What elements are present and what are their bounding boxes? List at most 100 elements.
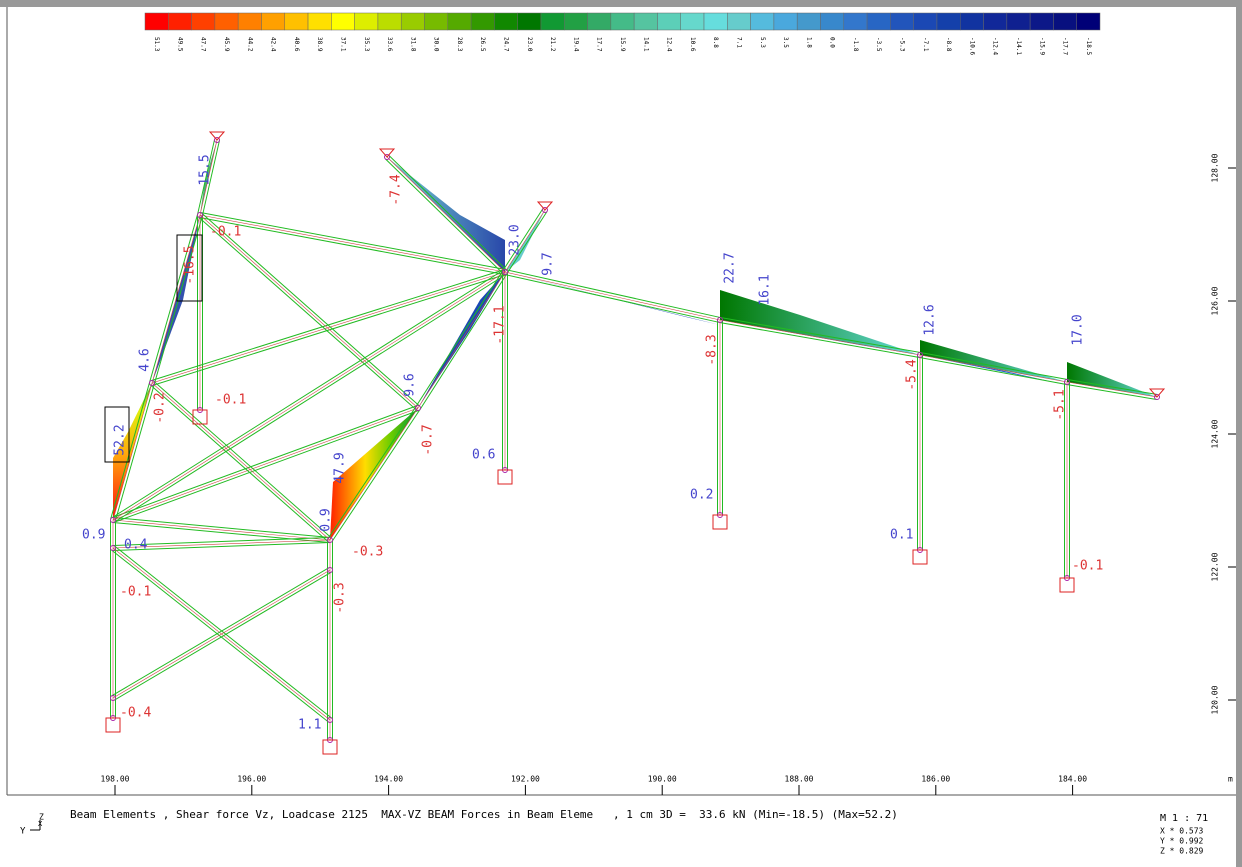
legend-cell — [681, 13, 704, 30]
legend-label: 14.1 — [642, 37, 649, 52]
legend-label: 49.5 — [176, 37, 183, 52]
x-tick-label: 196.00 — [237, 775, 266, 784]
result-label: 4.6 — [138, 348, 153, 371]
legend-cell — [1077, 13, 1100, 30]
result-label: 0.2 — [690, 488, 713, 503]
result-label: -0.3 — [352, 545, 383, 560]
legend-cell — [588, 13, 611, 30]
legend-cell — [448, 13, 471, 30]
legend-label: 31.8 — [409, 37, 416, 52]
legend-label: 38.9 — [316, 37, 323, 52]
legend-label: -12.4 — [992, 37, 999, 55]
legend-cell — [331, 13, 354, 30]
legend-label: 8.8 — [712, 37, 719, 48]
legend-cell — [1007, 13, 1030, 30]
legend-cell — [914, 13, 937, 30]
legend-cell — [634, 13, 657, 30]
legend-cell — [355, 13, 378, 30]
legend-cell — [285, 13, 308, 30]
legend-cell — [890, 13, 913, 30]
result-label: 0.6 — [472, 448, 495, 463]
legend-cell — [774, 13, 797, 30]
legend-label: -1.8 — [852, 37, 859, 52]
result-label: -5.4 — [905, 359, 920, 390]
legend-label: 45.9 — [223, 37, 230, 52]
legend-cell — [238, 13, 261, 30]
legend-label: -3.5 — [875, 37, 882, 52]
y-tick-label: 128.00 — [1211, 153, 1220, 182]
x-tick-label: 194.00 — [374, 775, 403, 784]
legend-cell — [401, 13, 424, 30]
legend-cell — [1053, 13, 1076, 30]
legend-label: 26.5 — [479, 37, 486, 52]
y-tick-label: 120.00 — [1211, 685, 1220, 714]
legend-label: -8.8 — [945, 37, 952, 52]
result-label: -0.7 — [421, 424, 436, 455]
legend-cell — [471, 13, 494, 30]
legend-label: 3.5 — [782, 37, 789, 48]
legend-label: 51.3 — [153, 37, 160, 52]
unit: m — [1228, 775, 1233, 784]
result-label: -0.1 — [120, 585, 151, 600]
y-tick-label: 122.00 — [1211, 552, 1220, 581]
legend-label: 35.3 — [363, 37, 370, 52]
y-tick-label: 126.00 — [1211, 286, 1220, 315]
x-tick-label: 190.00 — [648, 775, 677, 784]
legend-label: 44.2 — [246, 37, 253, 52]
legend-cell — [984, 13, 1007, 30]
legend-label: 15.9 — [619, 37, 626, 52]
legend-label: -14.1 — [1015, 37, 1022, 55]
result-label: 22.7 — [723, 252, 738, 283]
legend-cell — [215, 13, 238, 30]
legend-label: 7.1 — [735, 37, 742, 48]
result-label: 15.5 — [198, 154, 213, 185]
top-border — [0, 0, 1242, 7]
legend-cell — [1030, 13, 1053, 30]
legend-label: 23.0 — [526, 37, 533, 52]
x-tick-label: 184.00 — [1058, 775, 1087, 784]
legend-label: 10.6 — [689, 37, 696, 52]
result-label: -0.2 — [153, 392, 168, 423]
legend-label: 30.0 — [433, 37, 440, 52]
legend-cell — [261, 13, 284, 30]
legend-cell — [867, 13, 890, 30]
result-label: -0.1 — [215, 393, 246, 408]
legend-cell — [494, 13, 517, 30]
legend-cell — [425, 13, 448, 30]
legend-label: 24.7 — [503, 37, 510, 52]
legend-cell — [541, 13, 564, 30]
y-tick-label: 124.00 — [1211, 419, 1220, 448]
legend-cell — [704, 13, 727, 30]
legend-label: 19.4 — [572, 37, 579, 52]
legend-label: -5.3 — [899, 37, 906, 52]
result-label: -5.1 — [1053, 389, 1068, 420]
background — [0, 0, 1242, 867]
result-label: 17.0 — [1071, 314, 1086, 345]
result-label: 0.9 — [82, 528, 105, 543]
legend-label: -10.6 — [968, 37, 975, 55]
legend-cell — [611, 13, 634, 30]
legend-cell — [564, 13, 587, 30]
result-label: 47.9 — [333, 452, 348, 483]
result-label: 9.7 — [541, 252, 556, 275]
result-label: 1.1 — [298, 718, 321, 733]
scale: M 1 : 71 — [1160, 813, 1208, 824]
legend-label: 42.4 — [270, 37, 277, 52]
legend-label: -15.9 — [1038, 37, 1045, 55]
result-label: -7.4 — [389, 174, 404, 205]
legend-cell — [378, 13, 401, 30]
result-label: 52.2 — [113, 424, 128, 455]
result-label: -16.5 — [183, 245, 198, 284]
legend-cell — [145, 13, 168, 30]
legend-cell — [308, 13, 331, 30]
legend-label: 40.6 — [293, 37, 300, 52]
right-border — [1236, 0, 1242, 867]
result-label: -17.1 — [493, 305, 508, 344]
legend-label: 1.8 — [805, 37, 812, 48]
result-label: -0.3 — [333, 582, 348, 613]
legend-cell — [844, 13, 867, 30]
legend-cell — [960, 13, 983, 30]
legend-cell — [518, 13, 541, 30]
axis-icon-label: Y — [20, 827, 26, 837]
result-label: 0.1 — [890, 528, 913, 543]
